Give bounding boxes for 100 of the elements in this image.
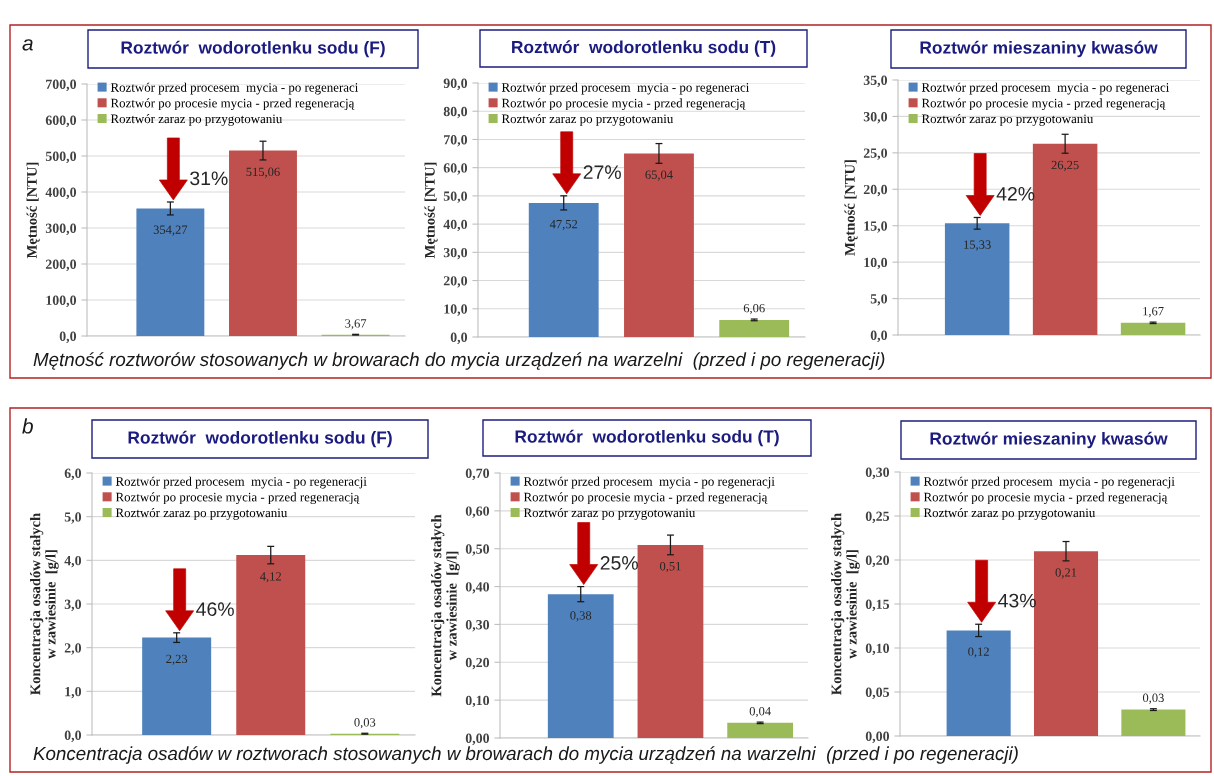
chart-title: Roztwór wodorotlenku sodu (T) <box>515 429 779 447</box>
y-axis-title: Mętność [NTU] <box>424 162 438 259</box>
text: Koncentracja osadów w roztworach stosowanych w browarach do mycia urządzeń na warzelni (przed i po regeneracji) <box>33 746 1018 764</box>
y-tick-label: 0,20 <box>465 657 490 670</box>
y-tick-label: 600,0 <box>45 115 77 127</box>
data-label: 2,23 <box>166 654 188 665</box>
bar <box>1120 322 1186 335</box>
chart-title: Roztwór mieszaniny kwasów <box>930 431 1168 449</box>
bar <box>944 223 1010 335</box>
y-tick-label: 25,0 <box>863 148 888 160</box>
y-tick-label: 10,0 <box>444 304 468 316</box>
legend-label: Roztwór po procesie mycia - przed regeneracją <box>921 98 1166 111</box>
y-axis-title: Koncentracja osadów stałych w zawiesinie [g/l] <box>831 513 860 695</box>
y-tick-label: 30,0 <box>863 112 888 124</box>
y-tick-label: 0,20 <box>865 555 890 567</box>
data-label: 0,03 <box>1142 693 1164 704</box>
data-label: 3,67 <box>345 319 367 330</box>
text: b <box>22 418 33 434</box>
legend-label: Roztwór po procesie mycia - przed regeneracją <box>115 492 360 505</box>
bar <box>229 150 297 336</box>
y-axis-title: Koncentracja osadów stałych w zawiesinie [g/l] <box>30 513 59 695</box>
legend-label: Roztwór zaraz po przygotowaniu <box>110 114 283 126</box>
chart-title: Roztwór wodorotlenku sodu (F) <box>128 430 392 448</box>
bar <box>727 722 794 738</box>
text: Mętność roztworów stosowanych w browarach do mycia urządzeń na warzelni (przed i po regeneracji) <box>33 352 885 370</box>
legend-label: Roztwór po procesie mycia - przed regeneracją <box>523 492 768 505</box>
y-axis-title: Mętność [NTU] <box>26 162 40 259</box>
data-label: 0,51 <box>659 561 681 573</box>
annotation: 46% <box>196 602 234 617</box>
y-tick-label: 0,0 <box>450 332 468 344</box>
y-tick-label: 80,0 <box>443 106 468 119</box>
y-tick-label: 0,60 <box>465 506 490 518</box>
bar <box>547 594 614 738</box>
y-tick-label: 300,0 <box>45 223 77 235</box>
annotation: 31% <box>190 171 228 186</box>
y-tick-label: 0,00 <box>465 733 490 745</box>
data-label: 0,03 <box>354 718 376 729</box>
bar <box>136 208 205 336</box>
y-tick-label: 200,0 <box>45 259 77 271</box>
y-tick-label: 4,0 <box>64 555 82 568</box>
y-tick-label: 0,10 <box>465 695 490 708</box>
y-axis-title: Mętność [NTU] <box>844 160 858 256</box>
data-label: 15,33 <box>964 240 991 251</box>
y-tick-label: 400,0 <box>45 187 77 199</box>
bar <box>1121 709 1186 736</box>
y-tick-label: 0,00 <box>865 731 890 743</box>
legend-label: Roztwór po procesie mycia - przed regeneracją <box>501 98 746 111</box>
y-tick-label: 15,0 <box>864 221 888 233</box>
y-tick-label: 3,0 <box>64 599 82 611</box>
data-label: 26,25 <box>1051 160 1079 172</box>
bar <box>236 555 306 735</box>
y-tick-label: 40,0 <box>443 219 468 232</box>
y-tick-label: 0,0 <box>59 331 77 343</box>
y-tick-label: 50,0 <box>443 191 468 203</box>
chart-title: Roztwór mieszaniny kwasów <box>920 40 1158 58</box>
y-tick-label: 0,15 <box>865 599 890 611</box>
legend-label: Roztwór przed procesem mycia - po regeneraci <box>501 82 750 95</box>
bar <box>637 544 704 738</box>
y-axis-title: Koncentracja osadów stałych w zawiesinie [g/l] <box>431 514 460 697</box>
y-tick-label: 90,0 <box>443 78 468 90</box>
y-tick-label: 5,0 <box>64 512 82 524</box>
y-tick-label: 0,70 <box>465 468 490 480</box>
y-tick-label: 0,0 <box>64 730 82 742</box>
data-label: 354,27 <box>153 225 188 236</box>
data-label: 0,12 <box>968 647 989 658</box>
legend-label: Roztwór zaraz po przygotowaniu <box>923 508 1096 520</box>
y-tick-label: 0,10 <box>865 643 890 655</box>
y-tick-label: 0,30 <box>465 620 490 632</box>
chart-title: Roztwór wodorotlenku sodu (F) <box>121 40 385 58</box>
legend-label: Roztwór przed procesem mycia - po regeneracji <box>115 476 367 489</box>
y-tick-label: 0,30 <box>865 467 890 479</box>
legend-label: Roztwór zaraz po przygotowaniu <box>523 508 696 520</box>
y-tick-label: 5,0 <box>870 294 888 306</box>
y-tick-label: 30,0 <box>443 247 468 260</box>
y-tick-label: 2,0 <box>64 643 82 655</box>
data-label: 0,04 <box>749 706 771 718</box>
y-tick-label: 700,0 <box>46 79 77 91</box>
y-tick-label: 100,0 <box>46 295 77 307</box>
legend-label: Roztwór zaraz po przygotowaniu <box>921 114 1094 126</box>
y-tick-label: 20,0 <box>863 184 888 197</box>
legend-label: Roztwór przed procesem mycia - po regeneracji <box>523 476 775 489</box>
data-label: 0,21 <box>1055 568 1077 579</box>
legend-label: Roztwór przed procesem mycia - po regeneraci <box>110 82 359 95</box>
y-tick-label: 70,0 <box>444 135 468 147</box>
text: a <box>22 39 33 51</box>
annotation: 25% <box>600 556 638 570</box>
data-label: 515,06 <box>246 167 280 178</box>
data-label: 1,67 <box>1143 307 1164 318</box>
y-tick-label: 0,40 <box>465 582 490 594</box>
y-tick-label: 10,0 <box>864 257 888 270</box>
legend-label: Roztwór zaraz po przygotowaniu <box>501 114 674 126</box>
bar <box>624 153 694 337</box>
legend-label: Roztwór po procesie mycia - przed regeneracją <box>923 492 1168 505</box>
y-tick-label: 60,0 <box>443 163 468 175</box>
data-label: 4,12 <box>260 572 281 583</box>
y-tick-label: 0,05 <box>865 687 890 699</box>
bar <box>719 319 790 337</box>
data-label: 0,38 <box>570 611 592 622</box>
data-label: 65,04 <box>645 170 673 181</box>
bar <box>528 202 599 337</box>
